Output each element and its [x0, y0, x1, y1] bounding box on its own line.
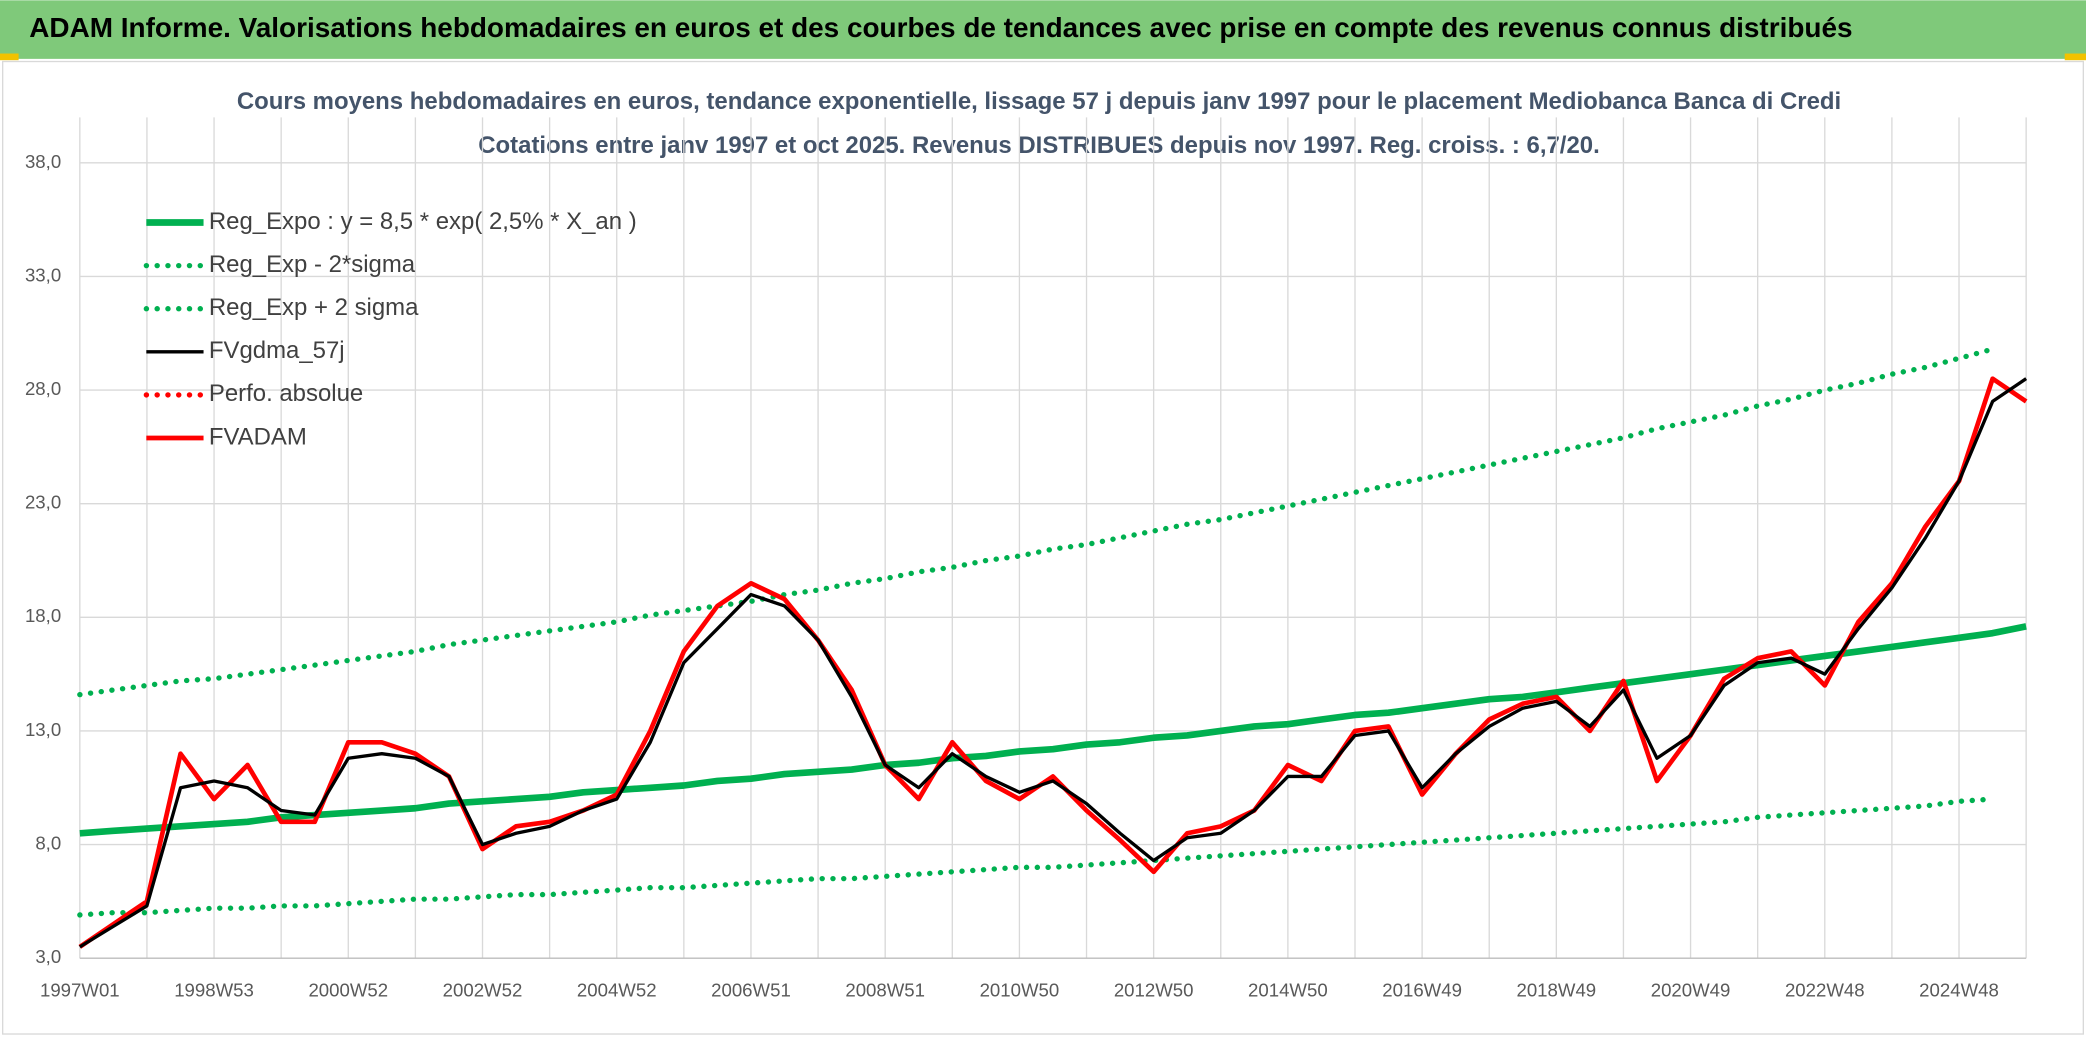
- x-tick-label: 2022W48: [1785, 979, 1865, 1000]
- x-tick-label: 2014W50: [1248, 979, 1328, 1000]
- x-tick-label: 2012W50: [1114, 979, 1194, 1000]
- x-tick-label: 2000W52: [308, 979, 388, 1000]
- legend-label: Reg_Exp - 2*sigma: [209, 251, 416, 278]
- series-line: [79, 623, 2027, 837]
- x-tick-label: 2008W51: [845, 979, 925, 1000]
- series-line: [77, 796, 1996, 918]
- legend-label: FVgdma_57j: [209, 337, 345, 364]
- x-tick-label: 1997W01: [40, 979, 120, 1000]
- y-tick-label: 23,0: [25, 492, 61, 513]
- chart-subtitle: Cotations entre janv 1997 et oct 2025. R…: [478, 132, 1600, 159]
- corner: [2064, 53, 2086, 61]
- y-tick-label: 33,0: [25, 264, 61, 285]
- series-line: [77, 346, 1996, 698]
- x-tick-label: 2006W51: [711, 979, 791, 1000]
- series-line: [78, 377, 2028, 949]
- y-tick-label: 3,0: [35, 946, 61, 967]
- y-tick-label: 38,0: [25, 151, 61, 172]
- y-tick-label: 13,0: [25, 719, 61, 740]
- y-tick-label: 28,0: [25, 378, 61, 399]
- y-tick-label: 18,0: [25, 605, 61, 626]
- header-title: ADAM Informe. Valorisations hebdomadaire…: [29, 12, 1852, 43]
- corner: [0, 53, 19, 61]
- x-tick-label: 2004W52: [577, 979, 657, 1000]
- legend-label: Reg_Expo : y = 8,5 * exp( 2,5% * X_an ): [209, 208, 637, 235]
- y-tick-label: 8,0: [35, 832, 61, 853]
- x-tick-label: 2010W50: [980, 979, 1060, 1000]
- grid: 3,0 8,0 13,0 18,0 23,0 28,0 33,0 38,0 1997W01 199…: [25, 117, 2027, 1000]
- legend-label: Reg_Exp + 2 sigma: [209, 294, 419, 321]
- chart-title: Cours moyens hebdomadaires en euros, ten…: [237, 88, 1841, 115]
- lines: [77, 346, 2028, 949]
- x-tick-label: 2018W49: [1516, 979, 1596, 1000]
- legend-label: Perfo. absolue: [209, 380, 363, 407]
- x-tick-label: 2020W49: [1651, 979, 1731, 1000]
- chart-border: [1, 60, 2085, 1035]
- x-tick-label: 1998W53: [174, 979, 254, 1000]
- legend: Reg_Expo : y = 8,5 * exp( 2,5% * X_an ) R…: [143, 208, 637, 450]
- x-tick-label: 2002W52: [443, 979, 523, 1000]
- x-tick-label: 2016W49: [1382, 979, 1462, 1000]
- x-tick-label: 2024W48: [1919, 979, 1999, 1000]
- header-bar: [0, 0, 2086, 59]
- legend-label: FVADAM: [209, 423, 307, 450]
